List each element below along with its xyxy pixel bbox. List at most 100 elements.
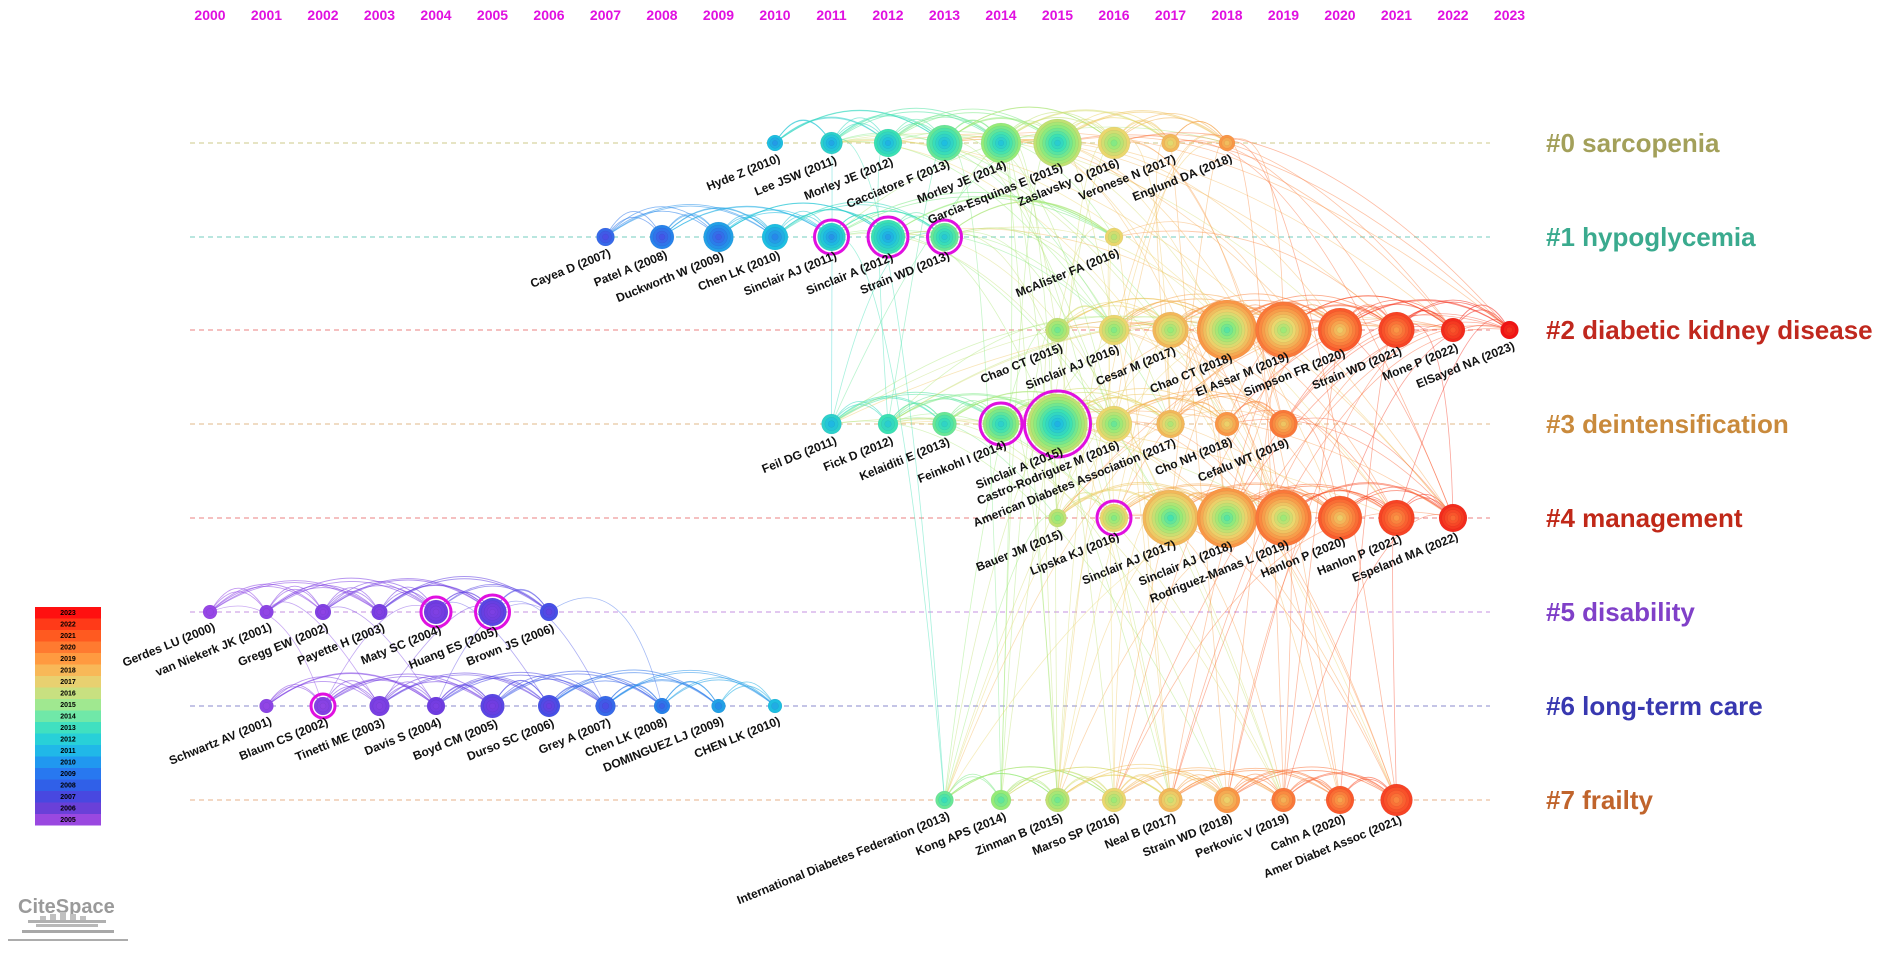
reference-node[interactable] — [767, 698, 783, 714]
reference-node[interactable] — [1438, 503, 1468, 533]
reference-node[interactable] — [935, 790, 954, 810]
citation-link — [718, 685, 776, 707]
reference-node[interactable] — [821, 413, 842, 435]
reference-node[interactable] — [1152, 311, 1189, 349]
reference-node[interactable] — [1317, 495, 1363, 541]
reference-node[interactable] — [369, 695, 390, 717]
reference-node[interactable] — [595, 695, 616, 717]
reference-node[interactable] — [309, 692, 337, 720]
reference-node[interactable] — [711, 698, 726, 714]
node-ring — [1110, 326, 1118, 334]
reference-node[interactable] — [537, 694, 561, 718]
legend-swatch — [35, 664, 101, 676]
reference-node[interactable] — [1033, 118, 1082, 168]
reference-node[interactable] — [1255, 301, 1312, 359]
reference-node[interactable] — [314, 603, 332, 621]
reference-node[interactable] — [1101, 787, 1127, 813]
citation-link — [887, 316, 1171, 425]
citation-link — [266, 588, 324, 613]
reference-node[interactable] — [1196, 299, 1258, 361]
node-ring — [1393, 326, 1400, 334]
year-tick-label: 2014 — [985, 7, 1016, 23]
reference-node[interactable] — [1500, 320, 1519, 340]
reference-node[interactable] — [873, 128, 903, 158]
reference-node[interactable] — [259, 698, 274, 714]
reference-node[interactable] — [539, 602, 559, 622]
reference-node[interactable] — [703, 221, 734, 253]
reference-node[interactable] — [202, 604, 218, 620]
citation-link — [831, 191, 1115, 238]
legend-swatch — [35, 756, 101, 768]
reference-node[interactable] — [1142, 489, 1199, 547]
citation-link — [1226, 769, 1397, 801]
reference-node[interactable] — [766, 134, 784, 152]
reference-node[interactable] — [1271, 787, 1296, 813]
citation-link — [605, 672, 776, 707]
reference-node[interactable] — [1095, 405, 1133, 443]
reference-node[interactable] — [1214, 411, 1240, 437]
citation-link — [944, 391, 1115, 425]
node-ring — [1280, 514, 1287, 522]
reference-node[interactable] — [1255, 489, 1312, 547]
reference-node[interactable] — [1161, 133, 1180, 153]
reference-node[interactable] — [926, 218, 963, 256]
node-ring — [1223, 420, 1231, 428]
reference-node[interactable] — [1196, 487, 1258, 549]
reference-node[interactable] — [1213, 786, 1241, 814]
reference-node[interactable] — [1269, 409, 1298, 439]
citation-link — [831, 134, 1171, 331]
cluster-label: #1 hypoglycemia — [1546, 222, 1756, 252]
year-tick-label: 2010 — [759, 7, 790, 23]
reference-node[interactable] — [980, 122, 1022, 164]
reference-node[interactable] — [1218, 134, 1236, 152]
year-tick-label: 2013 — [929, 7, 960, 23]
reference-node[interactable] — [1097, 126, 1131, 160]
reference-node[interactable] — [820, 131, 843, 155]
reference-node[interactable] — [1158, 787, 1183, 813]
reference-node[interactable] — [1380, 783, 1413, 817]
reference-node[interactable] — [480, 693, 505, 719]
reference-node[interactable] — [1098, 314, 1130, 346]
reference-node[interactable] — [932, 411, 957, 437]
reference-node[interactable] — [474, 593, 511, 631]
reference-node[interactable] — [1440, 317, 1466, 343]
legend-year: 2010 — [60, 760, 76, 767]
citation-link — [1170, 293, 1341, 331]
reference-node[interactable] — [653, 697, 671, 715]
reference-node[interactable] — [1045, 787, 1070, 813]
reference-node[interactable] — [649, 224, 675, 250]
year-tick-label: 2000 — [194, 7, 225, 23]
reference-node[interactable] — [813, 218, 850, 256]
reference-node[interactable] — [371, 603, 388, 621]
reference-node[interactable] — [990, 789, 1012, 811]
reference-node[interactable] — [1378, 499, 1415, 537]
reference-node[interactable] — [1023, 389, 1092, 459]
citation-link — [831, 391, 1002, 425]
node-ring — [828, 140, 835, 146]
reference-node[interactable] — [1045, 317, 1070, 343]
reference-node[interactable] — [419, 595, 453, 629]
reference-node[interactable] — [1048, 508, 1067, 528]
reference-node[interactable] — [1095, 499, 1133, 537]
node-label: Strain WD (2013) — [858, 249, 952, 298]
reference-node[interactable] — [866, 215, 910, 259]
reference-node[interactable] — [1378, 311, 1415, 349]
reference-node[interactable] — [926, 124, 963, 162]
reference-node[interactable] — [1317, 307, 1363, 353]
reference-node[interactable] — [1104, 227, 1124, 247]
reference-node[interactable] — [1325, 785, 1355, 815]
reference-node[interactable] — [596, 227, 615, 247]
node-ring — [376, 609, 383, 615]
citation-link — [944, 135, 1228, 331]
reference-node[interactable] — [978, 401, 1024, 447]
reference-node[interactable] — [426, 696, 446, 716]
node-ring — [715, 233, 722, 241]
legend-swatch — [35, 641, 101, 653]
reference-node[interactable] — [877, 413, 899, 435]
year-tick-label: 2001 — [251, 7, 282, 23]
citation-link — [548, 676, 663, 707]
reference-node[interactable] — [761, 223, 789, 251]
reference-node[interactable] — [259, 604, 274, 620]
node-ring — [489, 702, 496, 710]
reference-node[interactable] — [1156, 409, 1185, 439]
